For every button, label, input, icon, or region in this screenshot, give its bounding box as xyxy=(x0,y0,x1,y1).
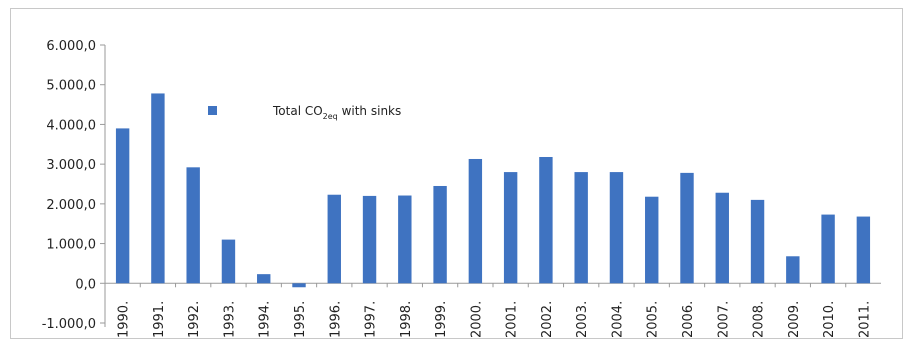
bar-1990 xyxy=(115,128,130,284)
bar-1993 xyxy=(221,239,236,284)
bar-2007 xyxy=(715,192,729,284)
x-tick-label: 2010. xyxy=(822,301,837,338)
bar-2011 xyxy=(856,216,871,284)
legend: Total CO2eq with sinks xyxy=(208,104,401,121)
bar-2006 xyxy=(680,172,694,284)
y-tick-label: 3.000,0 xyxy=(46,158,96,173)
bar-2008 xyxy=(750,199,765,284)
bar-2005 xyxy=(645,196,659,284)
x-tick-label: 2003. xyxy=(575,301,590,338)
bar-2001 xyxy=(503,172,518,284)
legend-label-rest: with sinks xyxy=(338,104,401,118)
bar-1991 xyxy=(151,93,165,284)
bar-chart: -1.000,0 0,0 1.000,0 2.000,0 3.000,0 4.000,0 5… xyxy=(42,39,881,338)
bar-2003 xyxy=(574,172,588,284)
x-tick-label: 1996. xyxy=(328,301,343,338)
bar-1998 xyxy=(398,195,412,284)
bar-1992 xyxy=(186,167,200,284)
x-tick-label: 2006. xyxy=(681,301,696,338)
x-tick-label: 2004. xyxy=(610,301,625,338)
x-tick-label: 2011. xyxy=(857,301,872,338)
legend-swatch xyxy=(208,106,217,115)
x-tick-label: 1992. xyxy=(187,301,202,338)
x-tick-label: 2000. xyxy=(469,301,484,338)
bar-1996 xyxy=(327,194,341,284)
bar-1997 xyxy=(362,195,377,284)
x-tick-label: 1995. xyxy=(293,301,308,338)
x-tick-label: 2001. xyxy=(505,301,520,338)
chart-frame: -1.000,0 0,0 1.000,0 2.000,0 3.000,0 4.000,0 5… xyxy=(10,8,903,339)
x-tick-label: 1993. xyxy=(222,301,237,338)
y-axis: -1.000,0 0,0 1.000,0 2.000,0 3.000,0 4.000,0 5… xyxy=(42,39,106,332)
x-tick-label: 1994. xyxy=(258,301,273,338)
y-tick-label: -1.000,0 xyxy=(42,317,96,332)
bar-1999 xyxy=(433,185,447,284)
x-tick-label: 2009. xyxy=(787,301,802,338)
x-tick-label: 2008. xyxy=(752,301,767,338)
x-tick-label: 1991. xyxy=(152,301,167,338)
x-tick-label: 2007. xyxy=(716,301,731,338)
bars xyxy=(115,93,871,288)
x-tick-label: 2002. xyxy=(540,301,555,338)
bar-2000 xyxy=(468,158,483,284)
legend-label-main: Total CO xyxy=(272,104,323,118)
bar-1994 xyxy=(257,274,271,284)
y-tick-label: 4.000,0 xyxy=(46,118,96,133)
legend-label-sub: 2eq xyxy=(323,112,338,121)
y-tick-label: 0,0 xyxy=(75,277,96,292)
bar-2002 xyxy=(539,156,553,284)
x-tick-label: 1990. xyxy=(117,301,132,338)
bar-2004 xyxy=(609,172,624,284)
x-tick-label: 1999. xyxy=(434,301,449,338)
x-tick-label: 1998. xyxy=(399,301,414,338)
bar-2009 xyxy=(786,256,800,284)
x-axis: 1990. 1991. 1992. 1993. 1994. 1995. 1996. 1997.… xyxy=(104,282,881,338)
y-tick-label: 1.000,0 xyxy=(46,238,96,253)
x-tick-label: 1997. xyxy=(364,301,379,338)
legend-label: Total CO2eq with sinks xyxy=(272,104,401,121)
x-tick-label: 2005. xyxy=(646,301,661,338)
bar-1995 xyxy=(292,283,306,288)
y-tick-label: 6.000,0 xyxy=(46,39,96,54)
bar-2010 xyxy=(821,214,835,284)
y-tick-label: 5.000,0 xyxy=(46,79,96,94)
y-tick-label: 2.000,0 xyxy=(46,198,96,213)
